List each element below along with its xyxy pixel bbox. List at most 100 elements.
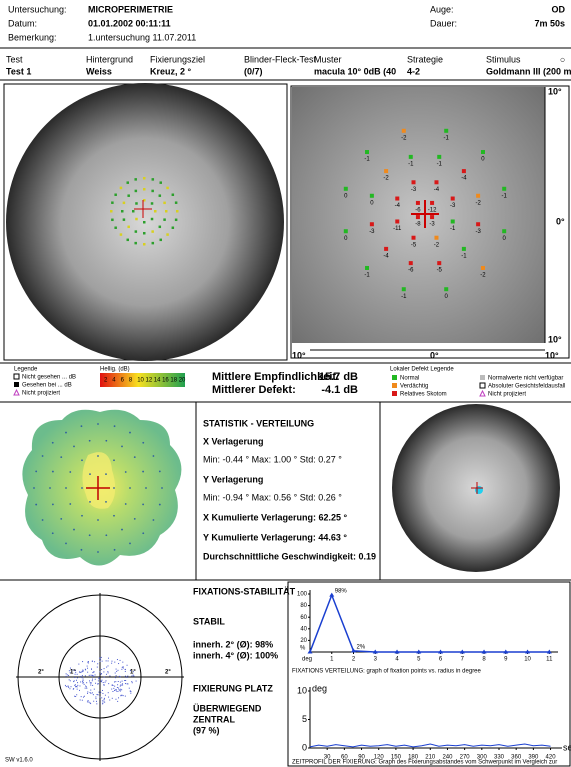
fixation-point <box>77 689 78 690</box>
map-dot <box>60 518 62 520</box>
fixation-point <box>69 688 70 689</box>
stimulus <box>120 233 123 236</box>
fixation-point <box>89 680 90 681</box>
fixation-point <box>90 693 91 694</box>
fixation-point <box>122 683 123 684</box>
stimulus <box>154 210 157 213</box>
fixation-point <box>119 676 120 677</box>
fixation-point <box>79 671 80 672</box>
scale-label: 10° <box>548 86 562 96</box>
fixation-point <box>114 681 115 682</box>
fixation-point <box>127 676 128 677</box>
map-dot <box>159 471 161 473</box>
legend-swatch <box>480 375 485 380</box>
fixation-point <box>104 702 105 703</box>
defect-value: -1 <box>401 294 407 300</box>
defect-value: -1 <box>364 273 370 279</box>
legend-item: Verdächtig <box>400 384 428 390</box>
defect-point <box>476 222 480 226</box>
fixation-point <box>66 676 67 677</box>
fixation-point <box>108 660 109 661</box>
fixation-point <box>115 699 116 700</box>
stat-line: Y Kumulierte Verlagerung: 44.63 ° <box>203 532 347 542</box>
defect-point <box>412 180 416 184</box>
fixation-point <box>98 680 99 681</box>
fixation-point <box>115 677 116 678</box>
defect-value: -4 <box>395 203 401 209</box>
fixation-point <box>118 663 119 664</box>
fixation-point <box>102 661 103 662</box>
fixation-point <box>87 662 88 663</box>
legend-swatch <box>392 383 397 388</box>
value-label: 98% <box>335 589 348 595</box>
stimulus <box>114 194 117 197</box>
stimulus <box>172 227 175 230</box>
fixation-point <box>77 685 78 686</box>
fixation-point <box>92 661 93 662</box>
map-dot <box>52 471 54 473</box>
defect-point <box>409 261 413 265</box>
summary-label: Mittlerer Defekt: <box>212 384 296 396</box>
fixation-point <box>127 683 128 684</box>
defect-point <box>437 155 441 159</box>
fixation-point <box>77 677 78 678</box>
fixation-point <box>66 686 67 687</box>
legend: Legende Nicht gesehen ... dB Gesehen bei… <box>14 367 186 397</box>
defect-value: -3 <box>411 187 417 193</box>
statistics: STATISTIK - VERTEILUNG X VerlagerungMin:… <box>203 418 376 561</box>
stimulus <box>134 242 137 245</box>
fixation-point <box>120 676 121 677</box>
brightness-tick: 20 <box>179 378 186 384</box>
label: Dauer: <box>430 18 457 28</box>
x-tick-label: 7 <box>461 657 465 663</box>
map-dot <box>33 487 35 489</box>
fixation-point <box>101 657 102 658</box>
fixation-point <box>117 659 118 660</box>
fixation-point <box>82 671 83 672</box>
stat-line: Durchschnittliche Geschwindigkeit: 0.19 <box>203 551 376 561</box>
fixation-point <box>83 679 84 680</box>
stimulus <box>143 221 146 224</box>
fixation-point <box>84 696 85 697</box>
fixation-point <box>92 680 93 681</box>
fixation-point <box>82 681 83 682</box>
stimulus <box>159 226 162 229</box>
fixation-point <box>108 672 109 673</box>
map-dot <box>89 501 91 503</box>
fixation-point <box>68 685 69 686</box>
fixation-point <box>116 669 117 670</box>
map-dot <box>97 455 99 457</box>
stimulus <box>151 202 154 205</box>
legend-swatch <box>480 391 485 396</box>
fixation-point <box>97 667 98 668</box>
legend-item: Absoluter Gesichtsfeldausfall <box>488 384 565 390</box>
param-label: Strategie <box>407 54 443 64</box>
fixation-point <box>117 684 118 685</box>
fixation-point <box>112 691 113 692</box>
y-tick-label: 60 <box>300 615 307 621</box>
stimulus <box>163 202 166 205</box>
fixation-point <box>92 692 93 693</box>
map-dot <box>142 504 144 506</box>
fixation-point <box>123 695 124 696</box>
stimulus <box>165 210 168 213</box>
stimulus <box>127 181 130 184</box>
fixation-point <box>99 658 100 659</box>
map-dot <box>65 543 67 545</box>
param-label: Blinder-Fleck-Test <box>244 54 317 64</box>
map-dot <box>42 455 44 457</box>
param-label: Muster <box>314 54 342 64</box>
fixation-point <box>120 686 121 687</box>
legend-item: Gesehen bei ... dB <box>22 383 72 389</box>
fixation-point <box>76 680 77 681</box>
y-tick-label: 0 <box>302 742 307 752</box>
fixation-point <box>120 684 121 685</box>
param-label: Stimulus <box>486 54 521 64</box>
legend-item: Nicht projiziert <box>488 392 526 398</box>
map-dot <box>125 471 127 473</box>
defect-value: -12 <box>428 208 437 214</box>
fixation-point <box>120 689 121 690</box>
defect-point <box>481 150 485 154</box>
param-label: Test <box>6 54 23 64</box>
fixation-point <box>81 677 82 678</box>
